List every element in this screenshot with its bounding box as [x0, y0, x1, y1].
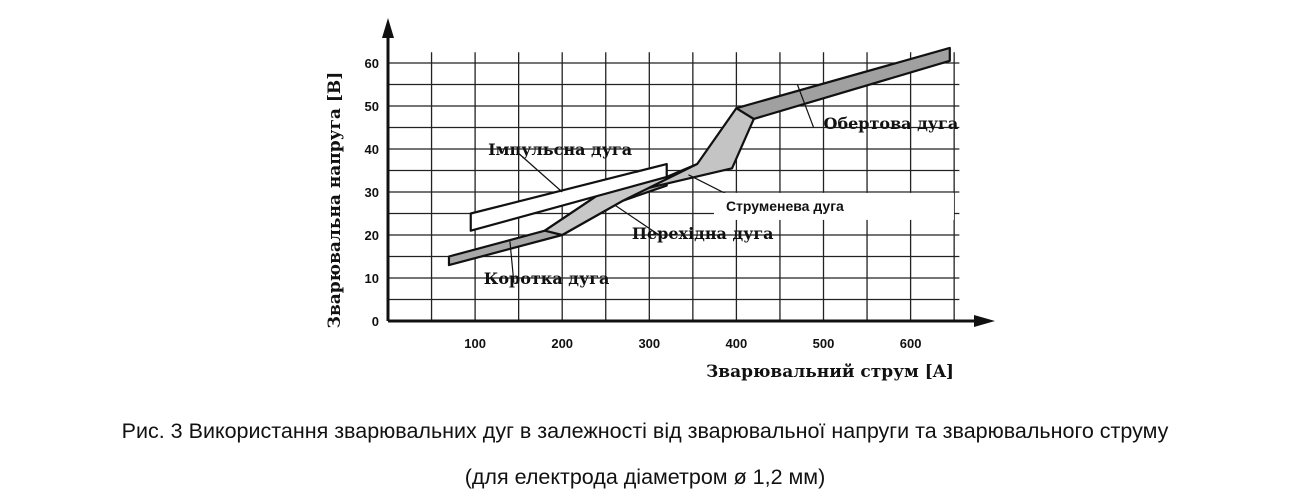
y-tick-label: 0 [372, 314, 379, 329]
x-axis-title: Зварювальний струм [A] [706, 362, 954, 382]
y-axis-arrow-icon [382, 18, 394, 38]
x-tick-label: 200 [551, 336, 573, 351]
annotation-arrow [796, 84, 815, 128]
x-tick-label: 300 [638, 336, 660, 351]
y-tick-label: 40 [365, 142, 379, 157]
grid [388, 52, 960, 321]
arc-region [469, 162, 668, 232]
annotation-label: Струменева дуга [726, 198, 844, 214]
figure-caption-subtitle: (для електрода діаметром ø 1,2 мм) [464, 465, 826, 489]
annotation-label: Імпульсна дуга [488, 140, 632, 159]
axes [382, 18, 995, 327]
x-axis-arrow-icon [974, 315, 995, 327]
x-tick-label: 500 [813, 336, 835, 351]
annotation-arrow [509, 241, 515, 283]
welding-arc-chart: 100 200 300 400 500 600 0 10 20 30 40 50 60 Імпульс… [325, 18, 995, 382]
arc-region [735, 46, 951, 121]
y-tick-label: 20 [365, 228, 379, 243]
y-axis-title: Зварювальна напруга [B] [325, 72, 345, 329]
y-tick-labels: 0 10 20 30 40 50 60 [365, 56, 379, 329]
annotation-labels: Імпульсна дуга Коротка дуга Перехідна дуга… [484, 114, 958, 288]
y-tick-label: 60 [365, 56, 379, 71]
annotation-label: Обертова дуга [824, 114, 959, 133]
x-tick-label: 600 [900, 336, 922, 351]
arc-regions [447, 46, 951, 267]
x-tick-label: 100 [464, 336, 486, 351]
y-tick-label: 50 [365, 99, 379, 114]
x-tick-labels: 100 200 300 400 500 600 [464, 336, 921, 351]
y-tick-label: 10 [365, 271, 379, 286]
annotation-label-background [713, 192, 954, 220]
y-tick-label: 30 [365, 185, 379, 200]
annotation-label: Коротка дуга [484, 269, 610, 288]
annotation-label: Перехідна дуга [632, 224, 774, 243]
annotation-arrow [614, 204, 663, 238]
x-tick-label: 400 [726, 336, 748, 351]
annotation-arrow [517, 152, 563, 193]
figure-caption: Рис. 3 Використання зварювальних дуг в з… [121, 419, 1169, 443]
